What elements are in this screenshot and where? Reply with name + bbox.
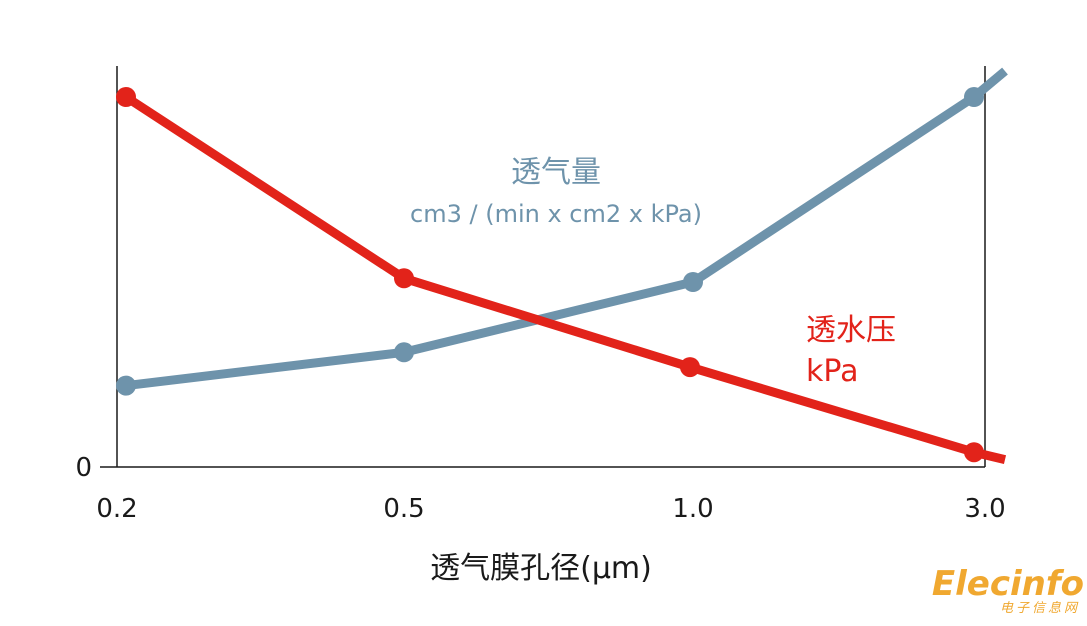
x-tick-label: 0.2 <box>96 494 137 524</box>
watermark-subtitle: 电子信息网 <box>1000 600 1080 616</box>
data-point <box>683 272 703 292</box>
water-pressure-unit: kPa <box>806 354 859 389</box>
x-tick-labels: 0.2 0.5 1.0 3.0 <box>96 494 1005 524</box>
x-tick-label: 1.0 <box>672 494 713 524</box>
series-line <box>123 93 1007 464</box>
data-point <box>116 375 136 396</box>
data-point <box>394 342 414 363</box>
data-point <box>394 268 414 289</box>
x-tick-label: 3.0 <box>964 494 1005 524</box>
air-flow-label: 透气量 <box>511 155 601 190</box>
data-point <box>964 442 984 463</box>
x-tick-label: 0.5 <box>383 494 424 524</box>
x-axis-title: 透气膜孔径(μm) <box>430 551 652 586</box>
air-flow-unit: cm3 / (min x cm2 x kPa) <box>410 200 702 228</box>
data-point <box>680 357 700 378</box>
series-layer <box>116 67 1008 464</box>
watermark-logo: Elecinfo <box>932 564 1084 604</box>
water-pressure-label: 透水压 <box>806 313 896 348</box>
y-tick-label: 0 <box>75 453 92 483</box>
data-point <box>964 87 984 107</box>
data-point <box>116 87 136 107</box>
